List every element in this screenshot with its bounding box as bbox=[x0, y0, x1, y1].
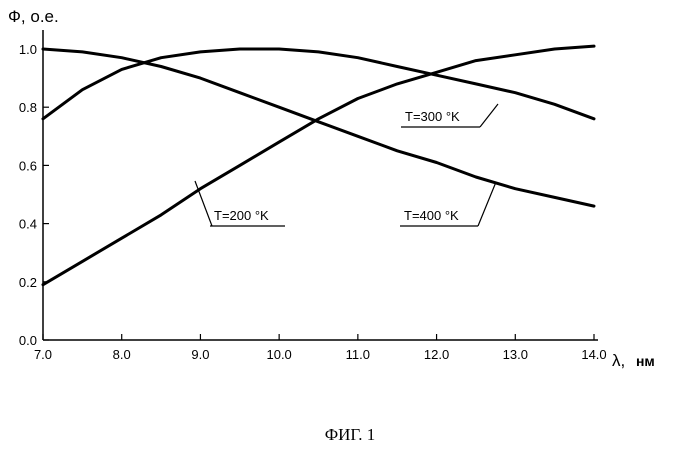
curve-label: T=300 °K bbox=[405, 109, 460, 124]
y-tick-label: 0.2 bbox=[19, 275, 37, 290]
y-tick-label: 0.4 bbox=[19, 217, 37, 232]
y-axis-label: Ф, о.е. bbox=[8, 7, 59, 26]
x-axis-label-unit: нм bbox=[636, 353, 655, 369]
curve-label: T=400 °K bbox=[404, 208, 459, 223]
x-tick-label: 8.0 bbox=[113, 347, 131, 362]
x-tick-label: 10.0 bbox=[266, 347, 291, 362]
curve-label-leader bbox=[480, 104, 498, 127]
series-group bbox=[43, 46, 594, 285]
x-tick-label: 7.0 bbox=[34, 347, 52, 362]
x-tick-label: 9.0 bbox=[191, 347, 209, 362]
y-tick-label: 0.8 bbox=[19, 100, 37, 115]
x-ticks: 7.0 8.0 9.0 10.0 11.0 12.0 13.0 14.0 bbox=[34, 334, 607, 362]
curve-label: T=200 °K bbox=[214, 208, 269, 223]
x-tick-label: 13.0 bbox=[503, 347, 528, 362]
y-tick-label: 1.0 bbox=[19, 42, 37, 57]
x-tick-label: 12.0 bbox=[424, 347, 449, 362]
y-tick-label: 0.0 bbox=[19, 333, 37, 348]
series-line-1 bbox=[43, 46, 594, 285]
figure-caption: ФИГ. 1 bbox=[0, 425, 700, 445]
x-tick-label: 11.0 bbox=[346, 347, 370, 362]
chart: Ф, о.е. 0.0 0.2 0.4 0.6 0.8 1.0 7.0 8.0 9.0 10.0… bbox=[0, 0, 700, 420]
x-axis-label: λ, нм bbox=[612, 351, 655, 370]
x-axis-label-symbol: λ, bbox=[612, 351, 625, 370]
curve-label-leader bbox=[478, 182, 496, 226]
series-line-3 bbox=[43, 49, 594, 206]
y-tick-label: 0.6 bbox=[19, 158, 37, 173]
x-tick-label: 14.0 bbox=[581, 347, 606, 362]
y-ticks: 0.0 0.2 0.4 0.6 0.8 1.0 bbox=[19, 42, 49, 348]
